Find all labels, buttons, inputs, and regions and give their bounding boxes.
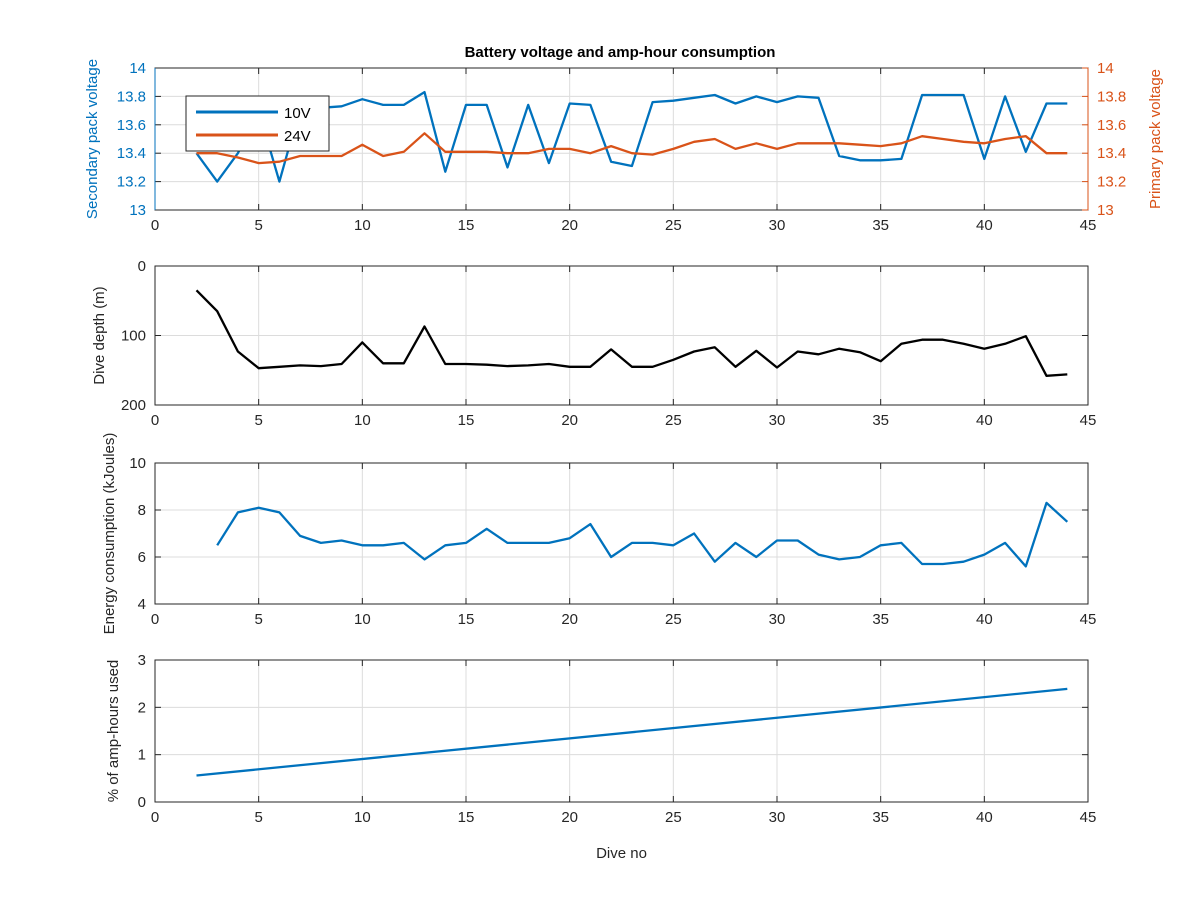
y-tick-label: 1 bbox=[138, 747, 146, 764]
x-tick-label: 35 bbox=[872, 412, 889, 429]
y-tick-label-right: 13.2 bbox=[1097, 174, 1126, 191]
axes-frame bbox=[154, 659, 1089, 803]
x-tick-label: 20 bbox=[561, 412, 578, 429]
x-tick-label: 15 bbox=[458, 611, 475, 628]
x-tick-label: 25 bbox=[665, 412, 682, 429]
x-tick-label: 10 bbox=[354, 611, 371, 628]
y-tick-label-right: 13.4 bbox=[1097, 145, 1126, 162]
x-tick-label: 40 bbox=[976, 412, 993, 429]
y-tick-label: 13.4 bbox=[117, 145, 146, 162]
legend-box bbox=[185, 95, 330, 152]
x-tick-label: 40 bbox=[976, 217, 993, 234]
series-line-24v bbox=[196, 132, 1068, 165]
y-tick-label: 2 bbox=[138, 699, 146, 716]
x-tick-label: 15 bbox=[458, 412, 475, 429]
x-tick-label: 5 bbox=[254, 809, 262, 826]
x-tick-label: 0 bbox=[151, 217, 159, 234]
x-tick-label: 30 bbox=[769, 809, 786, 826]
x-tick-label: 25 bbox=[665, 611, 682, 628]
subplot-1: 0 5 10 15 20 25 30 35 40 451313.213.413.613.814Se… bbox=[84, 59, 1164, 234]
x-axis-label: Dive no bbox=[596, 845, 647, 862]
y-tick-label: 14 bbox=[129, 60, 146, 77]
x-tick-label: 10 bbox=[354, 217, 371, 234]
y-tick-label: 13.8 bbox=[117, 88, 146, 105]
axes-frame bbox=[154, 462, 1089, 605]
subplot-4: 0 5 10 15 20 25 30 35 40 45 0 1 2 3 % of amp-hours use… bbox=[105, 652, 1096, 862]
y-tick-label-right: 13.6 bbox=[1097, 117, 1126, 134]
x-tick-label: 40 bbox=[976, 809, 993, 826]
series-line-10v bbox=[195, 90, 1068, 183]
figure-title: Battery voltage and amp-hour consumption bbox=[465, 44, 776, 61]
x-tick-label: 40 bbox=[976, 611, 993, 628]
series-line bbox=[196, 687, 1068, 777]
series-line bbox=[195, 289, 1068, 377]
x-tick-label: 15 bbox=[458, 809, 475, 826]
y-axis-label: Dive depth (m) bbox=[91, 286, 108, 384]
series-line bbox=[216, 501, 1069, 568]
y-tick-label: 10 bbox=[129, 455, 146, 472]
y-axis-label: Secondary pack voltage bbox=[84, 59, 101, 219]
subplot-3: 0 5 10 15 20 25 30 35 40 45 4 6 8 10 Energy consumptio… bbox=[101, 433, 1096, 635]
legend-label: 10V bbox=[284, 105, 311, 122]
x-tick-label: 30 bbox=[769, 217, 786, 234]
legend-label: 24V bbox=[284, 128, 311, 145]
x-tick-label: 0 bbox=[151, 611, 159, 628]
x-tick-label: 25 bbox=[665, 809, 682, 826]
y-tick-label: 3 bbox=[138, 652, 146, 669]
plot-area bbox=[155, 660, 1088, 802]
y-tick-label: 4 bbox=[138, 596, 146, 613]
y-tick-label: 13.6 bbox=[117, 117, 146, 134]
y-tick-label: 13.2 bbox=[117, 174, 146, 191]
subplot-2: 0 5 10 15 20 25 30 35 40 45 0 100 200 Dive depth (m) bbox=[91, 258, 1096, 429]
y-tick-label: 6 bbox=[138, 549, 146, 566]
x-tick-label: 5 bbox=[254, 412, 262, 429]
y-axis-label-right: Primary pack voltage bbox=[1147, 69, 1164, 209]
x-tick-label: 25 bbox=[665, 217, 682, 234]
x-tick-label: 45 bbox=[1080, 217, 1097, 234]
x-tick-label: 15 bbox=[458, 217, 475, 234]
y-tick-label-right: 13.8 bbox=[1097, 88, 1126, 105]
x-tick-label: 35 bbox=[872, 217, 889, 234]
x-tick-label: 0 bbox=[151, 809, 159, 826]
x-tick-label: 5 bbox=[254, 611, 262, 628]
x-tick-label: 45 bbox=[1080, 611, 1097, 628]
x-tick-label: 20 bbox=[561, 611, 578, 628]
y-axis-label: % of amp-hours used bbox=[105, 660, 122, 803]
y-tick-label-right: 14 bbox=[1097, 60, 1114, 77]
y-tick-label: 0 bbox=[138, 258, 146, 275]
subplots: 0 5 10 15 20 25 30 35 40 451313.213.413.613.814Se… bbox=[84, 59, 1164, 862]
y-tick-label-right: 13 bbox=[1097, 202, 1114, 219]
x-tick-label: 35 bbox=[872, 611, 889, 628]
plot-area bbox=[155, 463, 1088, 604]
x-tick-label: 10 bbox=[354, 809, 371, 826]
x-tick-label: 10 bbox=[354, 412, 371, 429]
x-tick-label: 30 bbox=[769, 412, 786, 429]
x-tick-label: 45 bbox=[1080, 412, 1097, 429]
y-tick-label: 100 bbox=[121, 328, 146, 345]
y-tick-label: 200 bbox=[121, 397, 146, 414]
y-axis-label: Energy consumption (kJoules) bbox=[101, 433, 118, 635]
x-tick-label: 0 bbox=[151, 412, 159, 429]
x-tick-label: 45 bbox=[1080, 809, 1097, 826]
x-tick-label: 35 bbox=[872, 809, 889, 826]
x-tick-label: 20 bbox=[561, 809, 578, 826]
x-tick-label: 5 bbox=[254, 217, 262, 234]
y-tick-label: 13 bbox=[129, 202, 146, 219]
x-tick-label: 30 bbox=[769, 611, 786, 628]
y-tick-label: 8 bbox=[138, 502, 146, 519]
x-tick-label: 20 bbox=[561, 217, 578, 234]
y-tick-label: 0 bbox=[138, 794, 146, 811]
